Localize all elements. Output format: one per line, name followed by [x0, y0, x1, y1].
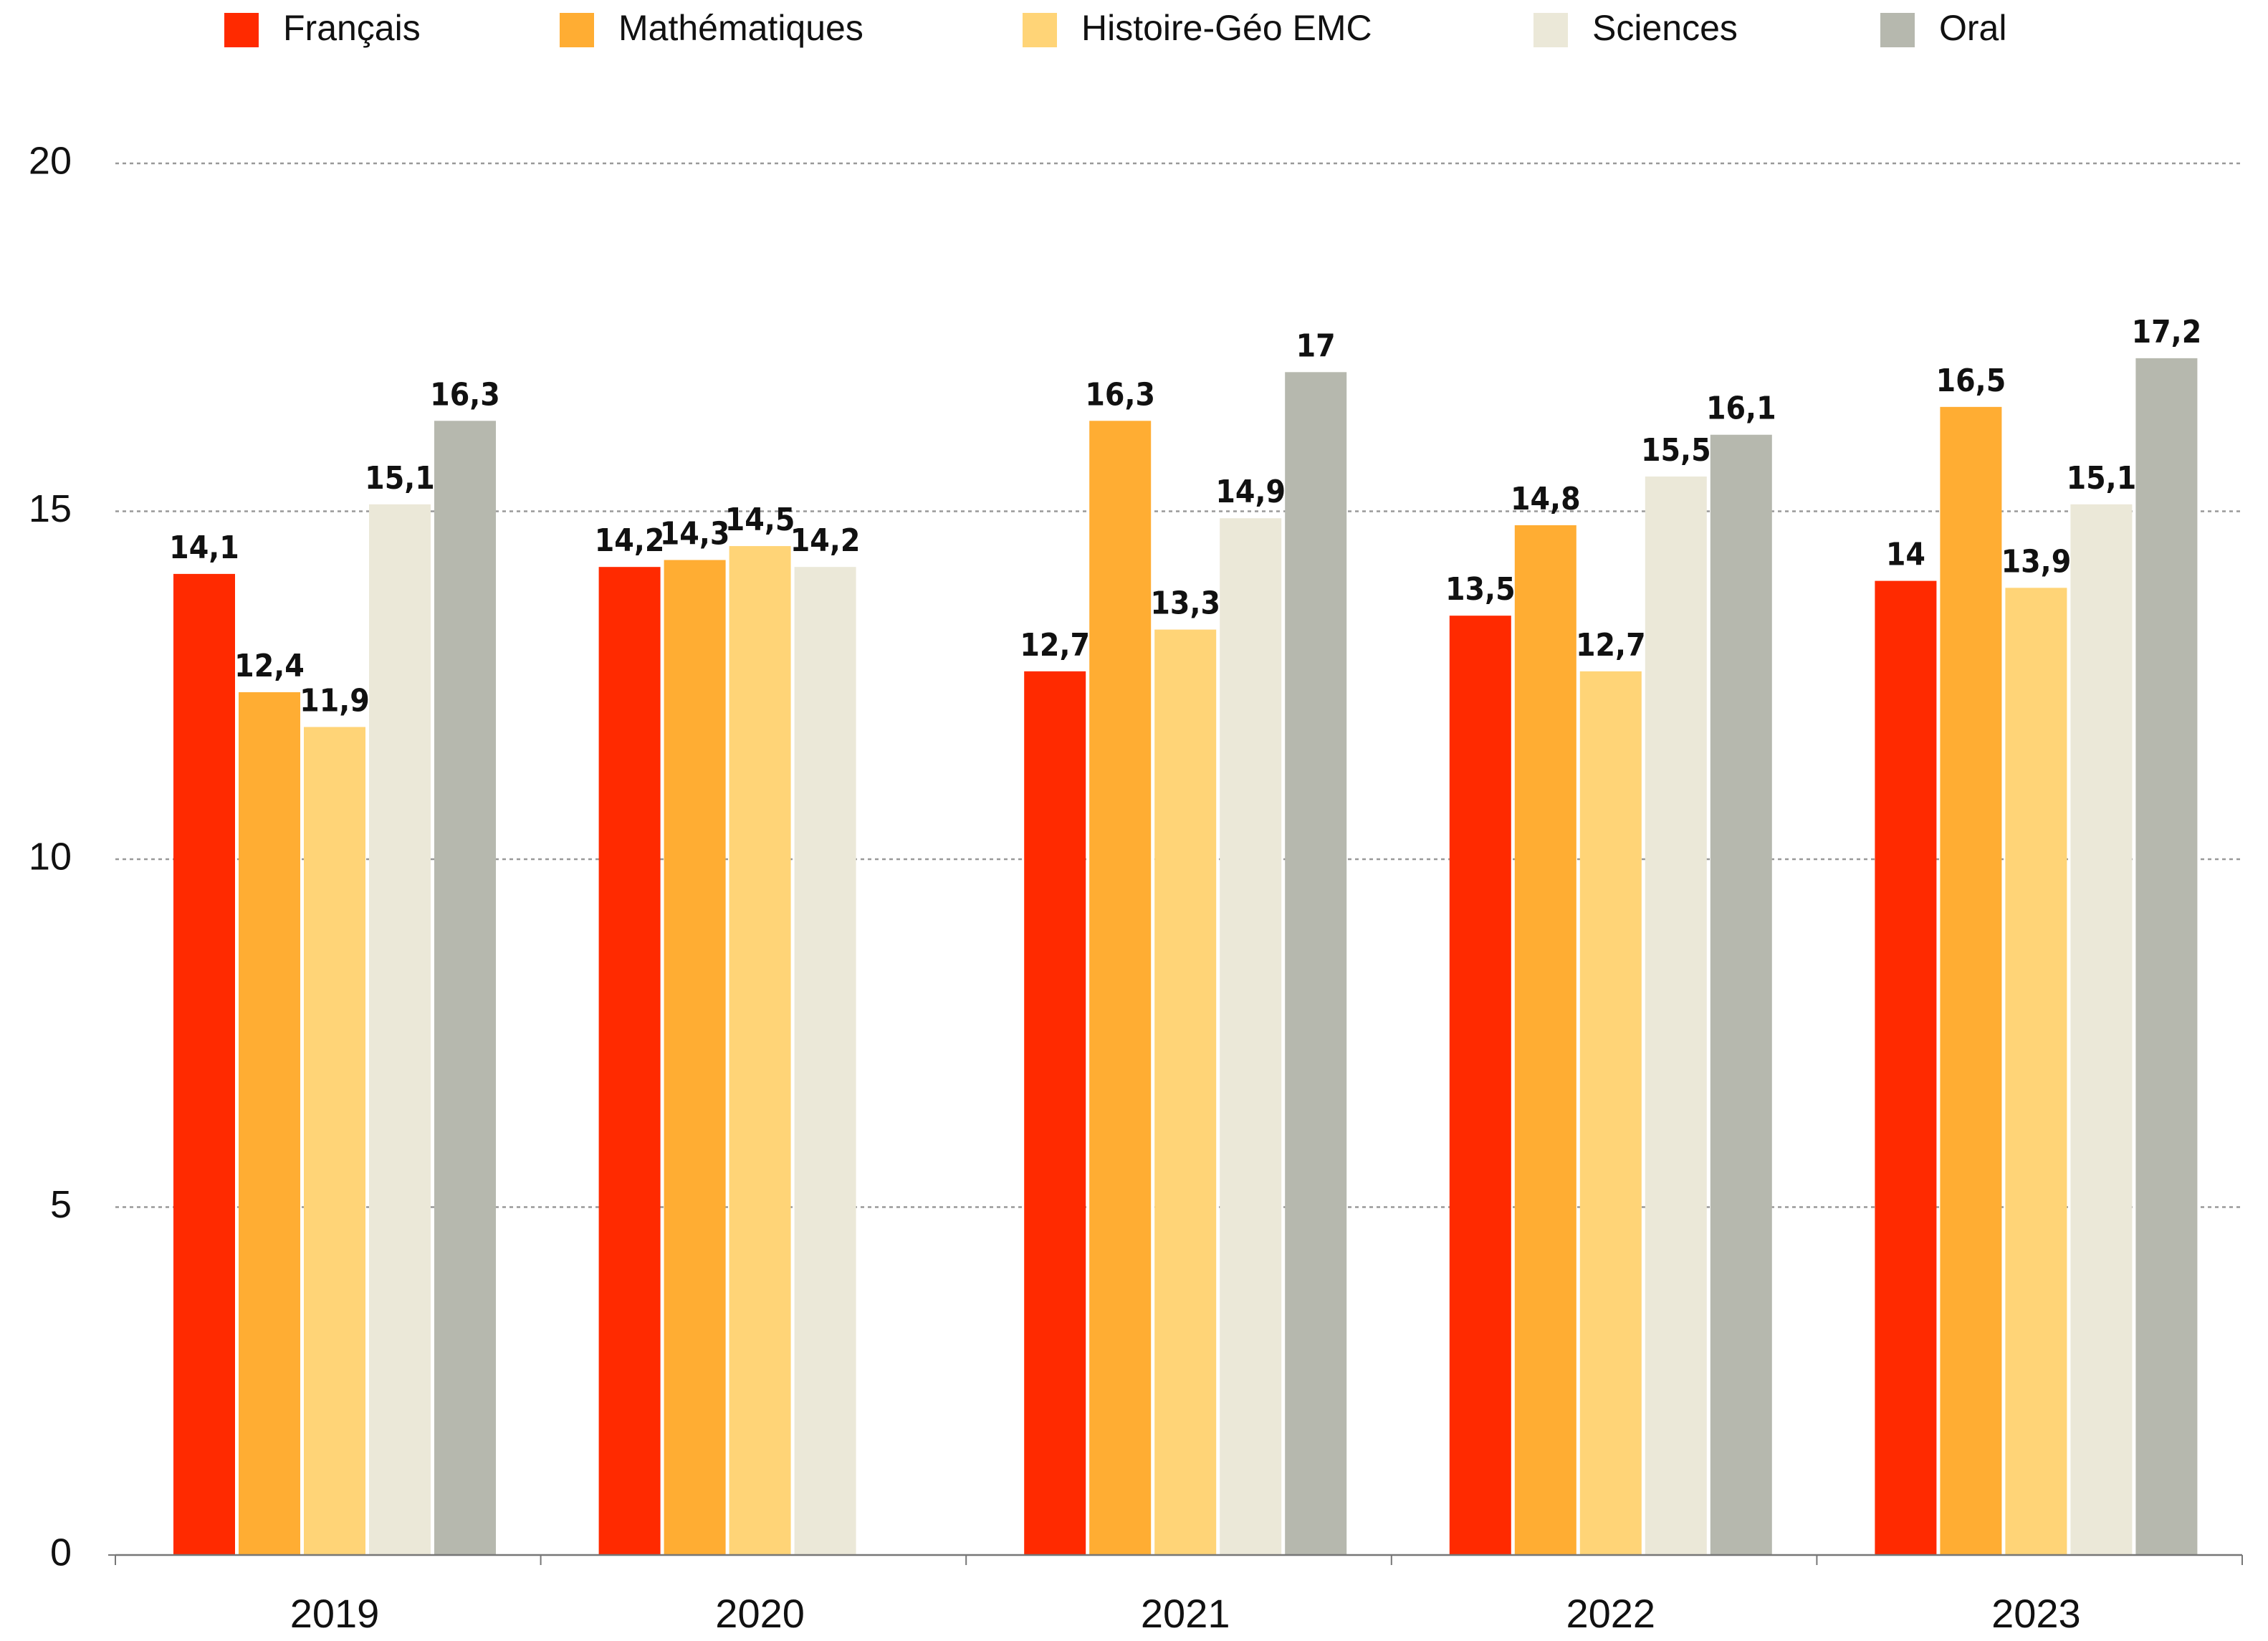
data-label: 14,5: [725, 502, 795, 538]
legend-swatch: [1880, 13, 1915, 47]
bar: [1710, 434, 1772, 1556]
data-label: 17,2: [2132, 314, 2202, 350]
bar: [1154, 629, 1217, 1555]
x-tick-label: 2020: [715, 1591, 805, 1636]
bar: [2070, 504, 2133, 1555]
bar: [434, 421, 496, 1555]
data-label: 17: [1296, 327, 1336, 364]
bar: [1220, 518, 1282, 1556]
data-label: 14,2: [790, 522, 861, 559]
data-label: 15,1: [2067, 460, 2137, 497]
y-tick-label: 20: [29, 139, 72, 182]
data-label: 12,7: [1020, 627, 1090, 664]
data-label: 14,8: [1511, 481, 1581, 517]
data-label: 13,5: [1445, 571, 1516, 608]
bar: [1285, 372, 1347, 1555]
bar: [794, 567, 856, 1556]
x-tick-label: 2022: [1566, 1591, 1656, 1636]
bar: [369, 504, 431, 1555]
data-label: 11,9: [300, 683, 370, 719]
data-label: 14,2: [595, 522, 665, 559]
legend-swatch: [1023, 13, 1057, 47]
y-tick-label: 15: [29, 487, 72, 530]
bar: [729, 546, 791, 1555]
bar: [1875, 580, 1937, 1555]
bar: [2005, 588, 2067, 1555]
bar: [1940, 406, 2002, 1555]
legend-label: Oral: [1939, 8, 2006, 48]
data-label: 12,4: [234, 648, 305, 684]
legend-label: Français: [283, 8, 421, 48]
data-label: 14,1: [169, 530, 239, 566]
data-label: 15,1: [365, 460, 435, 497]
data-label: 13,3: [1150, 585, 1220, 622]
data-label: 12,7: [1576, 627, 1646, 664]
bar: [1579, 671, 1642, 1555]
legend-swatch: [1533, 13, 1568, 47]
bar: [304, 727, 365, 1555]
x-tick-label: 2019: [290, 1591, 380, 1636]
bar: [598, 567, 661, 1556]
bar: [239, 692, 300, 1556]
x-tick-label: 2023: [1991, 1591, 2081, 1636]
legend-label: Histoire-Géo EMC: [1081, 8, 1372, 48]
bar: [1449, 616, 1511, 1555]
y-tick-label: 0: [50, 1531, 72, 1574]
data-label: 16,5: [1936, 363, 2006, 399]
data-label: 15,5: [1641, 432, 1711, 469]
legend-swatch: [560, 13, 594, 47]
y-tick-label: 10: [29, 835, 72, 878]
bar: [1645, 476, 1707, 1556]
data-label: 14: [1886, 537, 1925, 573]
data-label: 16,3: [430, 376, 500, 413]
data-label: 14,3: [660, 515, 730, 552]
x-tick-label: 2021: [1141, 1591, 1230, 1636]
legend-swatch: [224, 13, 259, 47]
bar: [1024, 671, 1086, 1555]
y-tick-label: 5: [50, 1183, 72, 1226]
bar: [664, 560, 726, 1555]
bar: [173, 573, 235, 1555]
legend-label: Sciences: [1592, 8, 1738, 48]
bar: [1089, 421, 1152, 1555]
data-label: 14,9: [1215, 474, 1286, 510]
bar: [2135, 358, 2198, 1555]
legend-label: Mathématiques: [618, 8, 863, 48]
bar: [1514, 525, 1576, 1556]
data-label: 16,3: [1085, 376, 1155, 413]
data-label: 16,1: [1706, 391, 1776, 427]
data-label: 13,9: [2001, 543, 2072, 580]
